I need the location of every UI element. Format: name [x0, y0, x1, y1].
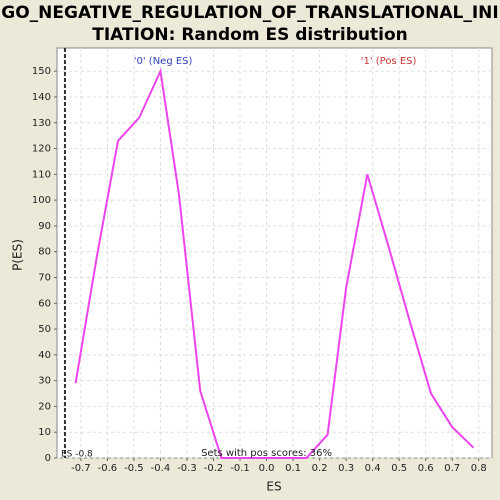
x-tick-label: -0.5	[124, 463, 144, 474]
y-tick-label: 140	[32, 92, 51, 103]
x-axis-label: ES	[266, 480, 281, 494]
x-tick-label: -0.2	[204, 463, 224, 474]
y-tick-label: 110	[32, 169, 51, 180]
y-axis-label: P(ES)	[11, 239, 25, 271]
y-tick-label: 80	[38, 247, 51, 258]
y-tick-label: 40	[38, 350, 51, 361]
plot-area	[56, 47, 493, 459]
y-tick-label: 90	[38, 221, 51, 232]
y-tick-label: 10	[38, 427, 51, 438]
annotation: '0' (Neg ES)	[134, 56, 193, 67]
chart-title: TIATION: Random ES distribution	[92, 25, 407, 45]
x-tick-label: 0.0	[259, 463, 275, 474]
y-tick-label: 20	[38, 401, 51, 412]
y-tick-label: 0	[45, 453, 51, 464]
y-tick-label: 130	[32, 118, 51, 129]
y-tick-label: 100	[32, 195, 51, 206]
x-tick-label: 0.6	[418, 463, 434, 474]
y-tick-label: 50	[38, 324, 51, 335]
x-tick-label: 0.5	[391, 463, 407, 474]
x-tick-label: -0.6	[98, 463, 118, 474]
x-tick-label: 0.8	[471, 463, 487, 474]
x-tick-label: -0.3	[177, 463, 197, 474]
y-tick-label: 70	[38, 272, 51, 283]
x-tick-label: -0.1	[230, 463, 250, 474]
chart-title: GO_NEGATIVE_REGULATION_OF_TRANSLATIONAL_…	[1, 3, 498, 23]
x-tick-label: 0.7	[444, 463, 460, 474]
x-tick-label: 0.4	[365, 463, 381, 474]
data-line	[74, 67, 475, 459]
x-tick-label: 0.2	[312, 463, 328, 474]
y-tick-label: 150	[32, 66, 51, 77]
y-tick-label: 30	[38, 376, 51, 387]
x-tick-label: -0.7	[71, 463, 91, 474]
y-tick-label: 120	[32, 144, 51, 155]
annotation: '1' (Pos ES)	[361, 56, 417, 67]
x-tick-label: -0.4	[151, 463, 171, 474]
es-marker-label: ES -0.8	[61, 450, 93, 460]
x-tick-label: 0.1	[285, 463, 301, 474]
x-tick-label: 0.3	[338, 463, 354, 474]
y-tick-label: 60	[38, 298, 51, 309]
annotation: Sets with pos scores: 36%	[201, 448, 332, 459]
